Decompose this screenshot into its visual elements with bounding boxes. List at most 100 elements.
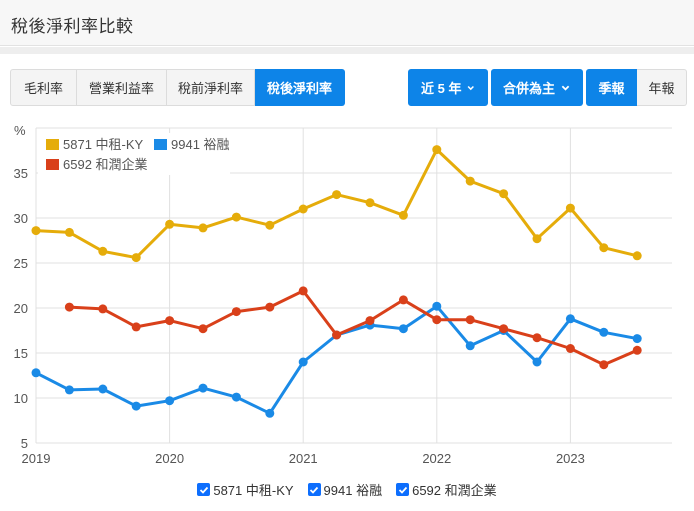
legend-label: 5871 中租-KY: [63, 137, 144, 152]
data-point: [198, 324, 208, 334]
x-tick-label: 2023: [556, 451, 585, 466]
data-point: [599, 327, 609, 337]
data-point: [131, 253, 141, 263]
series-checkbox-9941[interactable]: 9941 裕融: [307, 480, 383, 499]
data-point: [98, 304, 108, 314]
legend-swatch: [46, 159, 59, 170]
data-point: [165, 219, 175, 229]
data-point: [64, 302, 74, 312]
data-point: [565, 344, 575, 353]
y-tick-label: 10: [14, 391, 28, 406]
legend-background: [38, 133, 230, 175]
tab-gross-margin[interactable]: 毛利率: [10, 69, 77, 106]
x-tick-label: 2019: [22, 451, 51, 466]
data-point: [64, 227, 74, 237]
annual-button[interactable]: 年報: [637, 69, 687, 106]
checkbox-checked-icon[interactable]: [396, 483, 410, 496]
data-point: [599, 360, 609, 370]
basis-dropdown[interactable]: 合併為主: [491, 69, 583, 106]
y-tick-label: 20: [14, 301, 28, 316]
data-point: [98, 384, 108, 394]
data-point: [432, 315, 442, 325]
data-point: [398, 210, 408, 220]
chevron-down-icon: [561, 85, 570, 91]
data-point: [398, 295, 408, 305]
header-divider: [0, 47, 694, 54]
line-chart: 5 10 15 20 25 30 35% 2019 2020 2021 2022 2023 5871 中…: [0, 115, 694, 511]
data-point: [265, 408, 275, 418]
data-point: [499, 189, 509, 199]
basis-dropdown-label: 合併為主: [503, 81, 556, 96]
series-checkbox-label: 5871 中租-KY: [213, 483, 294, 498]
legend-label: 6592 和潤企業: [63, 157, 148, 172]
y-tick-label: 35: [14, 166, 28, 181]
data-point: [365, 198, 375, 208]
x-tick-label: 2022: [422, 451, 451, 466]
data-point: [131, 401, 141, 411]
x-tick-label: 2020: [155, 451, 184, 466]
data-point: [565, 314, 575, 324]
data-point: [465, 315, 475, 325]
tab-net-margin[interactable]: 稅後淨利率: [255, 69, 345, 106]
period-dropdown-label: 近 5 年: [421, 81, 462, 96]
tab-pretax-margin[interactable]: 稅前淨利率: [167, 69, 255, 106]
panel-header: 稅後淨利率比較: [0, 0, 694, 46]
checkbox-checked-icon[interactable]: [197, 483, 211, 496]
data-point: [298, 357, 308, 367]
series-toggle-list: 5871 中租-KY 9941 裕融 6592 和潤企業: [0, 480, 694, 499]
data-point: [298, 286, 308, 296]
data-point: [98, 246, 108, 256]
metric-tab-group: 毛利率 營業利益率 稅前淨利率 稅後淨利率: [10, 69, 345, 106]
period-dropdown[interactable]: 近 5 年: [408, 69, 488, 106]
series-checkbox-label: 9941 裕融: [323, 483, 383, 498]
y-tick-label: 25: [14, 256, 28, 271]
series-line: [69, 289, 638, 367]
data-point: [198, 223, 208, 233]
data-point: [632, 251, 642, 261]
y-tick-label: 15: [14, 346, 28, 361]
data-point: [465, 176, 475, 186]
data-point: [332, 330, 342, 340]
series-checkbox-label: 6592 和潤企業: [412, 483, 497, 498]
legend-swatch: [46, 139, 59, 150]
chevron-down-icon: [468, 85, 475, 90]
legend-label: 9941 裕融: [171, 137, 230, 152]
y-tick-label: 5: [21, 436, 28, 451]
data-point: [599, 243, 609, 253]
checkbox-checked-icon[interactable]: [307, 483, 321, 496]
data-point: [265, 220, 275, 230]
y-axis-unit: %: [14, 123, 26, 138]
page-title: 稅後淨利率比較: [11, 17, 134, 36]
data-point: [198, 383, 208, 393]
chart-controls: 近 5 年 合併為主 季報 年報: [408, 69, 687, 106]
data-point: [465, 341, 475, 351]
data-point: [532, 357, 542, 367]
data-point: [131, 322, 141, 332]
data-point: [565, 203, 575, 213]
y-tick-label: 30: [14, 211, 28, 226]
legend-swatch: [154, 139, 167, 150]
frequency-toggle: 季報 年報: [586, 69, 687, 106]
series-checkbox-5871[interactable]: 5871 中租-KY: [197, 480, 294, 499]
x-tick-label: 2021: [289, 451, 318, 466]
data-point: [231, 307, 241, 317]
data-point: [532, 234, 542, 244]
data-point: [532, 333, 542, 343]
data-point: [265, 302, 275, 312]
data-point: [165, 316, 175, 326]
series-checkbox-6592[interactable]: 6592 和潤企業: [396, 480, 497, 499]
data-point: [432, 145, 442, 155]
data-point: [632, 345, 642, 355]
data-point: [31, 368, 41, 378]
data-point: [31, 226, 41, 236]
chart-canvas: 5 10 15 20 25 30 35% 2019 2020 2021 2022 2023 5871 中…: [14, 123, 672, 466]
data-point: [231, 212, 241, 222]
tab-operating-margin[interactable]: 營業利益率: [77, 69, 167, 106]
data-point: [332, 190, 342, 200]
data-point: [499, 324, 509, 334]
data-point: [632, 334, 642, 344]
data-point: [298, 204, 308, 214]
data-point: [398, 324, 408, 334]
quarterly-button[interactable]: 季報: [586, 69, 637, 106]
data-point: [365, 316, 375, 326]
